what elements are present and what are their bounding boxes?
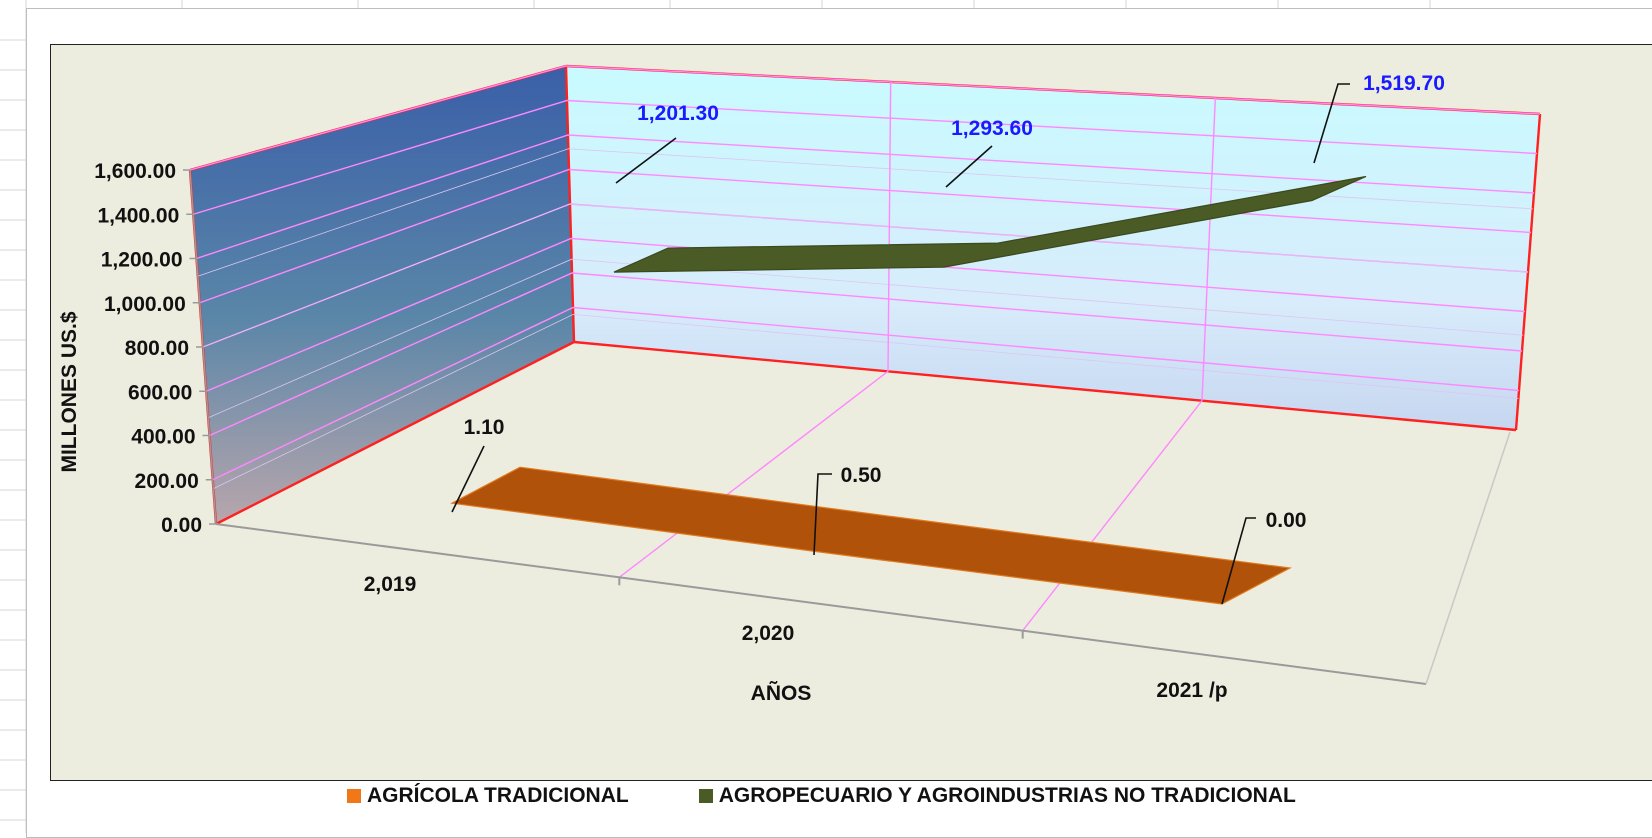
data-label: 1,519.70	[1363, 72, 1445, 95]
data-label: 1,201.30	[637, 102, 719, 125]
y-tick-label: 600.00	[128, 381, 192, 404]
floor-right-edge	[1426, 432, 1510, 684]
legend-swatch-agropecuario	[699, 789, 713, 803]
x-tick-label: 2021 /p	[1156, 679, 1227, 702]
data-label: 0.00	[1266, 509, 1307, 532]
series-ribbon-agricola[interactable]	[452, 467, 1290, 604]
data-label: 1.10	[464, 416, 505, 439]
x-tick-label: 2,020	[742, 622, 795, 645]
legend: AGRÍCOLA TRADICIONAL AGROPECUARIO Y AGRO…	[347, 783, 1296, 809]
y-axis-title: MILLONES US.$	[58, 311, 81, 472]
legend-swatch-agricola	[347, 789, 361, 803]
y-tick-label: 200.00	[135, 470, 199, 493]
left-wall	[190, 66, 574, 524]
y-tick-label: 1,600.00	[94, 160, 176, 183]
legend-item-agricola[interactable]: AGRÍCOLA TRADICIONAL	[347, 784, 629, 808]
legend-label-agricola: AGRÍCOLA TRADICIONAL	[367, 784, 629, 808]
data-label: 0.50	[841, 464, 882, 487]
y-tick-label: 0.00	[161, 514, 202, 537]
data-label: 1,293.60	[951, 117, 1033, 140]
y-tick-label: 800.00	[125, 337, 189, 360]
x-tick-label: 2,019	[364, 573, 417, 596]
x-axis-title: AÑOS	[751, 682, 812, 705]
legend-label-agropecuario: AGROPECUARIO Y AGROINDUSTRIAS NO TRADICI…	[719, 784, 1296, 808]
y-tick-label: 400.00	[131, 426, 195, 449]
y-tick-label: 1,200.00	[101, 249, 183, 272]
y-tick-label: 1,400.00	[98, 204, 180, 227]
y-tick-label: 1,000.00	[104, 293, 186, 316]
legend-item-agropecuario[interactable]: AGROPECUARIO Y AGROINDUSTRIAS NO TRADICI…	[699, 784, 1296, 808]
